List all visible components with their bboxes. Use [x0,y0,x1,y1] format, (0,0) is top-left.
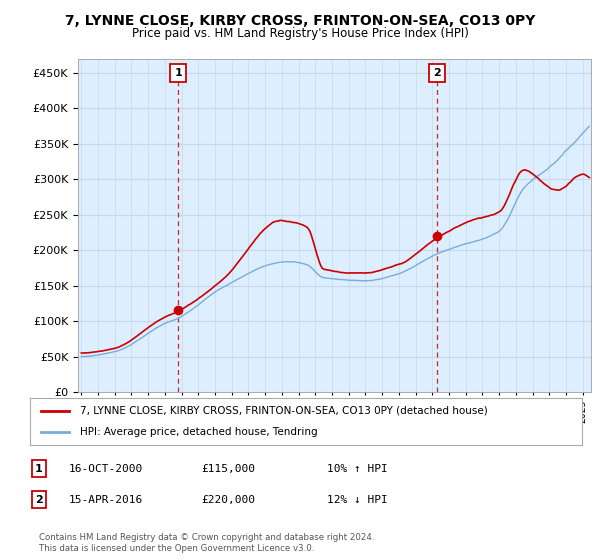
Text: 12% ↓ HPI: 12% ↓ HPI [327,494,388,505]
Text: 7, LYNNE CLOSE, KIRBY CROSS, FRINTON-ON-SEA, CO13 0PY: 7, LYNNE CLOSE, KIRBY CROSS, FRINTON-ON-… [65,14,535,28]
Text: HPI: Average price, detached house, Tendring: HPI: Average price, detached house, Tend… [80,427,317,437]
Text: 16-OCT-2000: 16-OCT-2000 [69,464,143,474]
Text: £220,000: £220,000 [201,494,255,505]
Text: Contains HM Land Registry data © Crown copyright and database right 2024.
This d: Contains HM Land Registry data © Crown c… [39,533,374,553]
Text: 1: 1 [35,464,43,474]
Text: 10% ↑ HPI: 10% ↑ HPI [327,464,388,474]
Text: 1: 1 [174,68,182,78]
Text: Price paid vs. HM Land Registry's House Price Index (HPI): Price paid vs. HM Land Registry's House … [131,27,469,40]
Text: 7, LYNNE CLOSE, KIRBY CROSS, FRINTON-ON-SEA, CO13 0PY (detached house): 7, LYNNE CLOSE, KIRBY CROSS, FRINTON-ON-… [80,406,487,416]
Text: £115,000: £115,000 [201,464,255,474]
Text: 15-APR-2016: 15-APR-2016 [69,494,143,505]
Text: 2: 2 [35,494,43,505]
Text: 2: 2 [433,68,441,78]
